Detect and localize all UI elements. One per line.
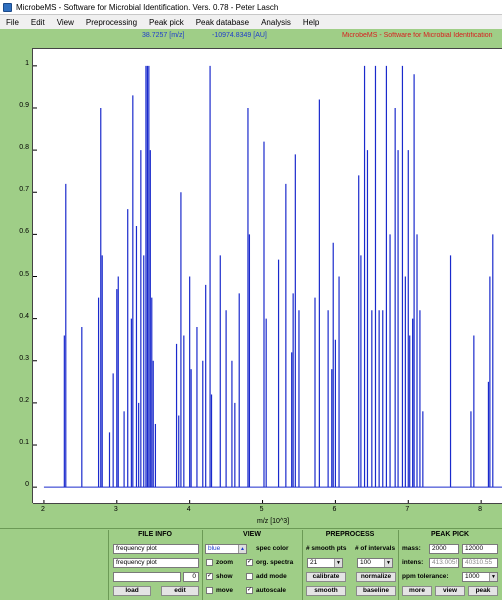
file-info-field-2[interactable]: frequency plot [113, 558, 199, 568]
intens-from-field[interactable]: 413.005! [429, 558, 459, 568]
menu-peak-database[interactable]: Peak database [195, 17, 250, 27]
ppm-tolerance-dropdown[interactable]: 1000 ▼ [462, 572, 498, 582]
menu-peak-pick[interactable]: Peak pick [149, 17, 184, 27]
x-tick-label: 4 [186, 506, 191, 513]
show-checkbox[interactable]: ✓ [206, 573, 213, 580]
load-button[interactable]: load [113, 586, 151, 596]
peak-button[interactable]: peak [468, 586, 498, 596]
intens-label: intens: [402, 559, 424, 566]
x-tick-label: 8 [478, 506, 483, 513]
x-tick-label: 2 [40, 506, 45, 513]
mass-to-field[interactable]: 12000 [462, 544, 498, 554]
move-checkbox[interactable] [206, 587, 213, 594]
zoom-checkbox[interactable] [206, 559, 213, 566]
mass-label: mass: [402, 545, 421, 552]
smooth-pts-dropdown[interactable]: 21 ▼ [307, 558, 343, 568]
y-tick-label: 0.7 [19, 186, 29, 194]
org-spectra-checkbox[interactable]: ✓ [246, 559, 253, 566]
spectrum-plot[interactable] [32, 48, 502, 504]
window-title: MicrobeMS - Software for Microbial Ident… [16, 2, 279, 12]
add-mode-label: add mode [256, 573, 287, 580]
view-button[interactable]: view [435, 586, 465, 596]
baseline-button[interactable]: baseline [356, 586, 396, 596]
add-mode-checkbox[interactable] [246, 573, 253, 580]
smooth-button[interactable]: smooth [306, 586, 346, 596]
file-info-field-1[interactable]: frequency plot [113, 544, 199, 554]
file-info-header: FILE INFO [138, 531, 172, 538]
spec-color-label: spec color [256, 545, 289, 552]
y-tick-label: 1 [25, 59, 29, 67]
peak-pick-header: PEAK PICK [430, 531, 470, 538]
menu-edit[interactable]: Edit [30, 17, 45, 27]
menu-analysis[interactable]: Analysis [261, 17, 291, 27]
ppm-tolerance-label: ppm tolerance: [402, 573, 449, 580]
y-tick-label: 0.3 [19, 354, 29, 362]
x-tick-label: 7 [405, 506, 410, 513]
menu-view[interactable]: View [56, 17, 74, 27]
title-bar: MicrobeMS - Software for Microbial Ident… [0, 0, 502, 15]
y-tick-label: 0 [25, 481, 29, 489]
more-button[interactable]: more [402, 586, 432, 596]
y-tick-label: 0.2 [19, 396, 29, 404]
ppm-tolerance-value: 1000 [465, 573, 480, 580]
menu-file[interactable]: File [6, 17, 19, 27]
menu-preprocessing[interactable]: Preprocessing [85, 17, 138, 27]
x-tick-label: 3 [113, 506, 118, 513]
x-tick-label: 5 [259, 506, 264, 513]
y-tick-label: 0.6 [19, 228, 29, 236]
org-spectra-label: org. spectra [256, 559, 294, 566]
brand-label: MicrobeMS - Software for Microbial Ident… [342, 32, 493, 39]
app-icon [3, 2, 12, 12]
spectrum-chart[interactable] [33, 49, 502, 504]
divider [202, 530, 203, 600]
chevron-down-icon: ▼ [384, 559, 392, 567]
spec-color-dropdown[interactable]: blue ▲ [205, 544, 247, 554]
chevron-down-icon: ▼ [334, 559, 342, 567]
y-tick-label: 0.8 [19, 144, 29, 152]
menu-help[interactable]: Help [302, 17, 320, 27]
y-tick-label: 0.1 [19, 439, 29, 447]
file-info-field-3[interactable] [113, 572, 181, 582]
edit-button[interactable]: edit [161, 586, 199, 596]
y-tick-label: 0.9 [19, 101, 29, 109]
intens-to-field[interactable]: 40310.55 [462, 558, 498, 568]
zoom-label: zoom [216, 559, 233, 566]
x-tick-label: 6 [332, 506, 337, 513]
y-tick-label: 0.4 [19, 312, 29, 320]
file-counter-field[interactable]: 0 [183, 572, 199, 582]
smooth-pts-value: 21 [310, 559, 318, 566]
mz-readout: 38.7257 [m/z] [142, 32, 185, 39]
x-axis-title: m/z [10^3] [257, 518, 290, 525]
view-header: VIEW [243, 531, 261, 538]
mass-from-field[interactable]: 2000 [429, 544, 459, 554]
divider [302, 530, 303, 600]
normalize-button[interactable]: normalize [356, 572, 396, 582]
move-label: move [216, 587, 233, 594]
show-label: show [216, 573, 233, 580]
au-readout: -10974.8349 [AU] [212, 32, 267, 39]
smooth-pts-label: # smooth pts [306, 545, 347, 552]
calibrate-button[interactable]: calibrate [306, 572, 346, 582]
chevron-up-icon: ▲ [238, 545, 246, 553]
info-bar: 38.7257 [m/z] -10974.8349 [AU] MicrobeMS… [0, 29, 502, 44]
spec-color-value: blue [208, 545, 221, 552]
intervals-dropdown[interactable]: 100 ▼ [357, 558, 393, 568]
intervals-label: # of intervals [355, 545, 396, 552]
preprocess-header: PREPROCESS [325, 531, 375, 538]
autoscale-label: autoscale [256, 587, 286, 594]
chevron-down-icon: ▼ [489, 573, 497, 581]
menu-bar: File Edit View Preprocessing Peak pick P… [0, 15, 502, 29]
divider [398, 530, 399, 600]
divider [108, 530, 109, 600]
intervals-value: 100 [360, 559, 371, 566]
autoscale-checkbox[interactable]: ✓ [246, 587, 253, 594]
y-tick-label: 0.5 [19, 270, 29, 278]
